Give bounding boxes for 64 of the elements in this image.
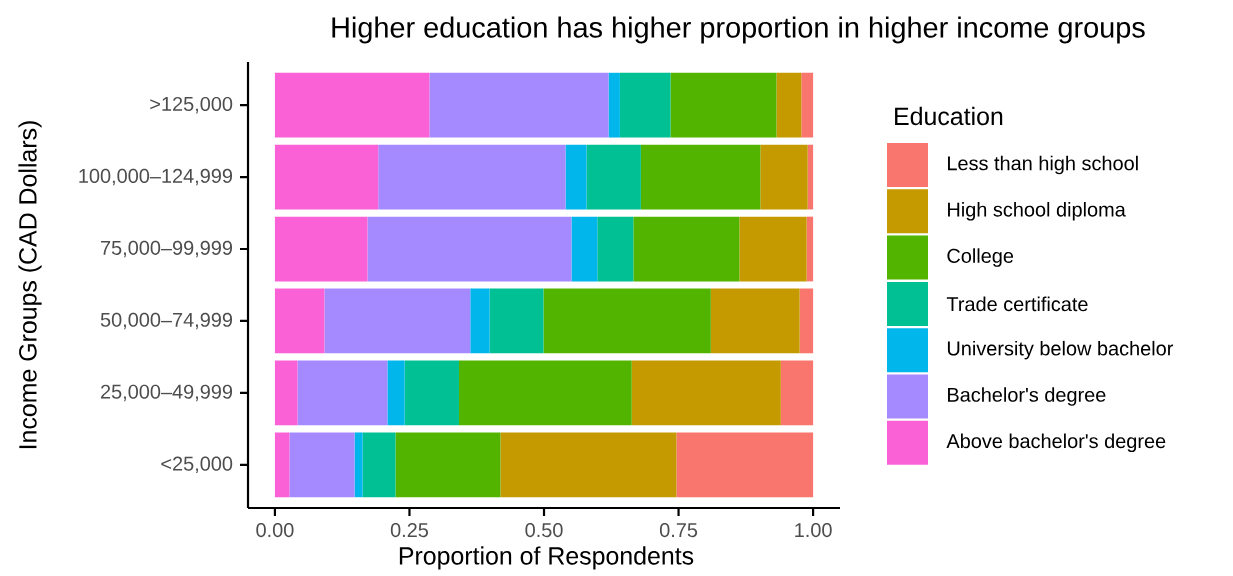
y-tick-label: 75,000–99,999	[101, 240, 233, 258]
bar	[619, 72, 671, 138]
y-tick-label: 100,000–124,999	[79, 168, 233, 186]
x-tick-label: 1.00	[795, 522, 832, 538]
bar	[362, 432, 396, 498]
bar	[274, 288, 325, 354]
bar	[404, 360, 459, 426]
bar	[799, 288, 814, 354]
bar	[324, 288, 471, 354]
chart-title: Higher education has higher proportion in higher income groups	[332, 16, 1145, 44]
legend-label: Trade certificate	[946, 296, 1088, 312]
bar	[274, 432, 290, 498]
bar	[586, 144, 641, 210]
bar	[806, 216, 814, 282]
bar	[367, 216, 572, 282]
bar	[489, 288, 544, 354]
x-tick-label: 0.75	[659, 522, 698, 538]
bar	[670, 72, 777, 138]
x-tick-label: 0.25	[390, 522, 429, 538]
y-tick-label: >125,000	[150, 96, 233, 114]
legend-label: Less than high school	[948, 155, 1138, 175]
y-tick-label: <25,000	[161, 456, 233, 473]
bar	[500, 432, 677, 498]
x-tick-label: 0.00	[256, 522, 294, 538]
x-tick-label: 0.50	[525, 522, 563, 538]
legend-label: High school diploma	[948, 201, 1126, 221]
bar	[739, 216, 807, 282]
legend-label: Bachelor's degree	[948, 387, 1106, 406]
bar	[801, 72, 814, 138]
bar	[297, 360, 388, 426]
bar	[543, 288, 711, 354]
bar	[387, 360, 405, 426]
y-tick-label: 25,000–49,999	[101, 384, 233, 402]
legend-label: College	[947, 248, 1014, 267]
bar	[274, 360, 298, 426]
legend-title: Education	[895, 106, 1003, 126]
legend-label: Above bachelor's degree	[946, 433, 1166, 452]
bar	[776, 72, 802, 138]
bar	[395, 432, 501, 498]
x-axis-title: Proportion of Respondents	[399, 546, 694, 570]
bar	[274, 216, 368, 282]
legend-label: University below bachelor	[947, 340, 1174, 360]
bar	[780, 360, 814, 426]
bar	[640, 144, 761, 210]
bar	[608, 72, 620, 138]
y-tick-label: 50,000–74,999	[100, 312, 233, 330]
bar	[274, 72, 430, 138]
bar	[633, 216, 740, 282]
bar	[470, 288, 490, 354]
bar	[597, 216, 634, 282]
bar	[354, 432, 363, 498]
bar	[676, 432, 814, 498]
bar	[429, 72, 609, 138]
bar	[807, 144, 814, 210]
bar	[458, 360, 632, 426]
bar	[378, 144, 566, 210]
bar	[274, 144, 379, 210]
bar	[631, 360, 781, 426]
bar	[710, 288, 800, 354]
bar	[289, 432, 355, 498]
bar	[565, 144, 587, 210]
bar	[571, 216, 598, 282]
bar	[760, 144, 808, 210]
y-axis-title: Income Groups (CAD Dollars)	[18, 121, 42, 448]
